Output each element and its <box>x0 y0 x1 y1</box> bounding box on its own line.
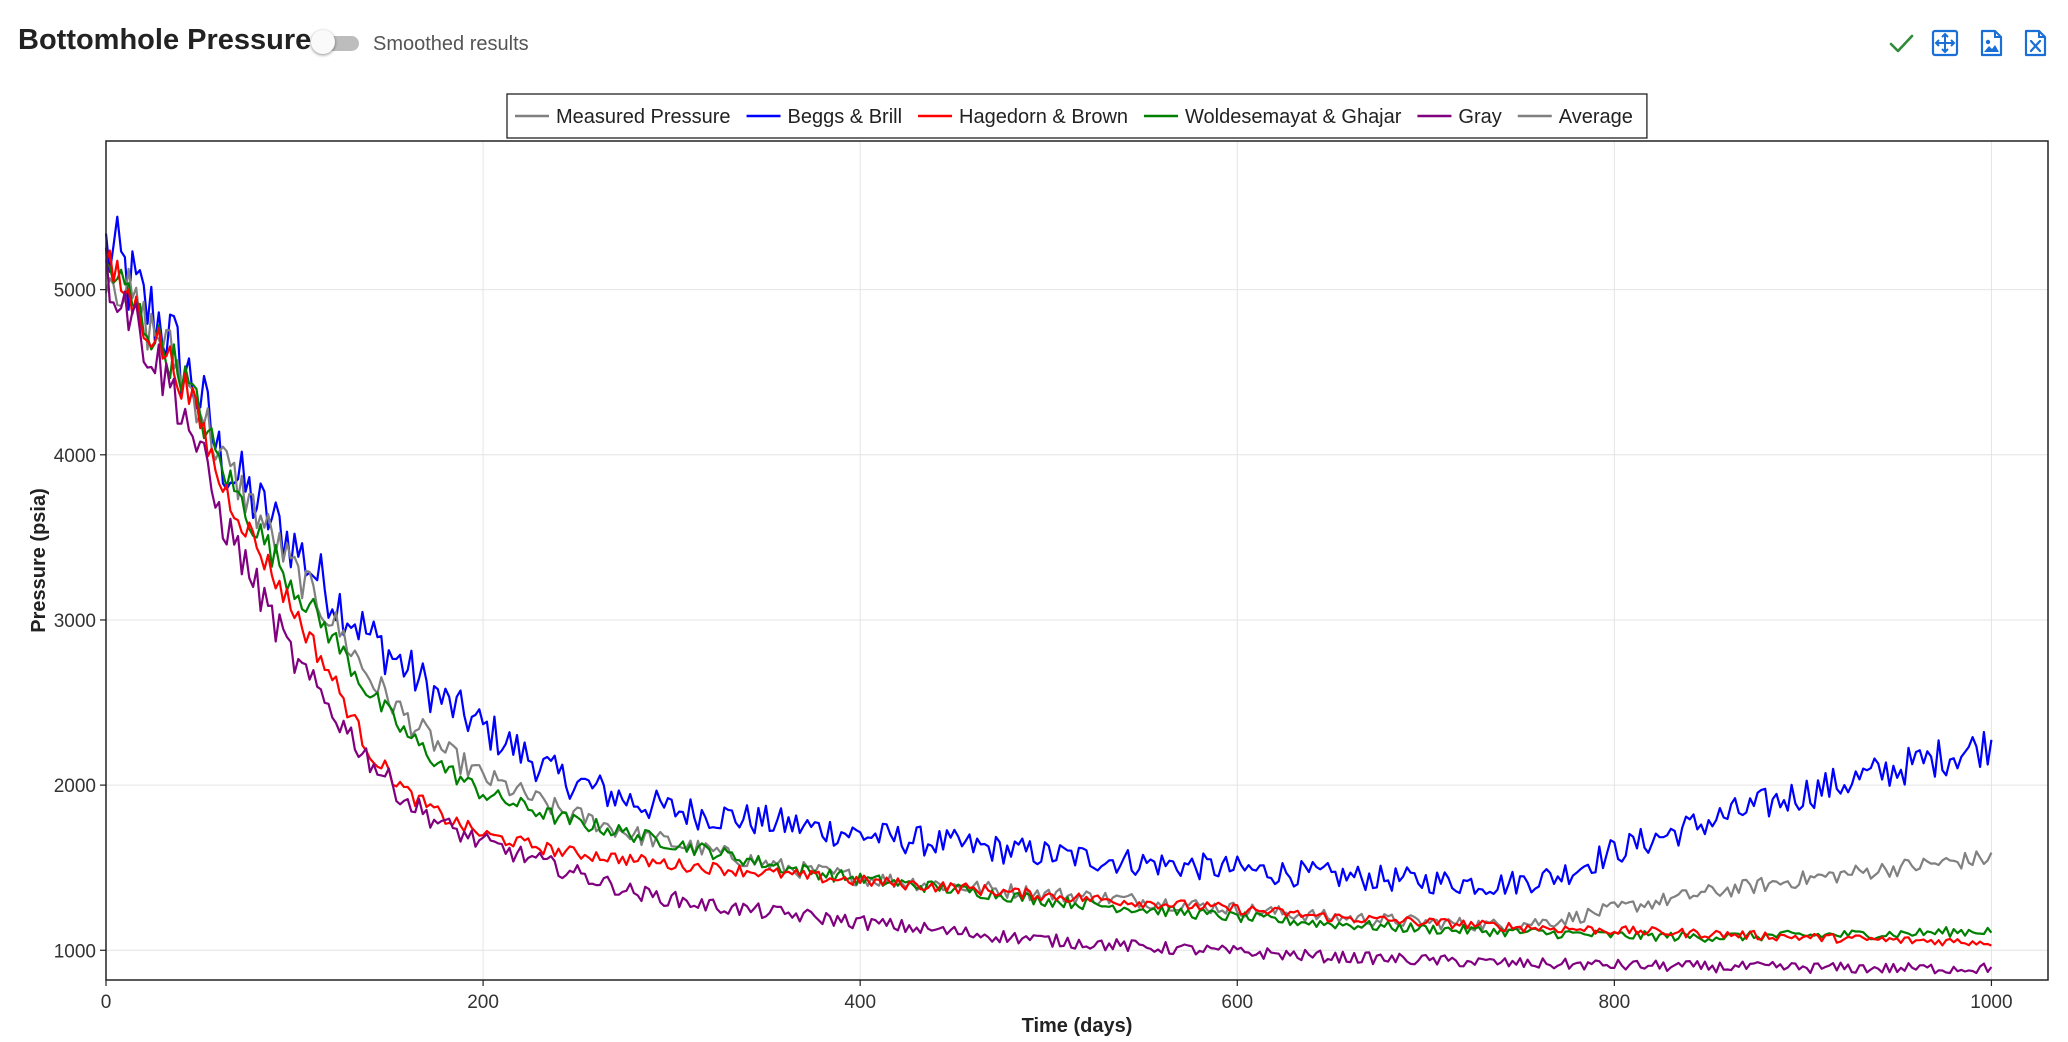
plot-frame <box>105 140 2049 981</box>
legend-item-woldesemayat-ghajar[interactable]: Woldesemayat & Ghajar <box>1144 106 1402 128</box>
y-axis-ticks: 1000 2000 3000 4000 5000 <box>54 281 106 962</box>
legend-label: Hagedorn & Brown <box>959 106 1128 128</box>
y-tick-label: 4000 <box>54 446 96 467</box>
fit-view-icon[interactable] <box>1930 28 1960 58</box>
image-export-icon[interactable] <box>1976 28 2006 58</box>
legend-item-measured-pressure[interactable]: Measured Pressure <box>515 106 731 128</box>
x-axis-title: Time (days) <box>1022 1015 1133 1037</box>
y-tick-label: 3000 <box>54 611 96 632</box>
page-title: Bottomhole Pressure <box>18 24 312 56</box>
y-axis-title: Pressure (psia) <box>28 488 50 633</box>
series-line-beggs-brill[interactable] <box>104 215 1993 896</box>
smoothed-results-label: Smoothed results <box>373 33 529 55</box>
legend-label: Measured Pressure <box>556 106 731 128</box>
legend-label: Beggs & Brill <box>788 106 903 128</box>
x-tick-label: 0 <box>101 992 112 1013</box>
legend-item-beggs-brill[interactable]: Beggs & Brill <box>746 106 903 128</box>
chart-area: 0 200 400 600 800 1000 1000 2000 3000 4000 5000 T… <box>0 86 2068 1042</box>
series-line-woldesemayat-ghajar[interactable] <box>105 261 1993 943</box>
legend-label: Woldesemayat & Ghajar <box>1185 106 1402 128</box>
series-line-gray[interactable] <box>104 247 1993 975</box>
smoothed-results-toggle[interactable] <box>311 30 361 54</box>
checkmark-icon[interactable] <box>1886 28 1916 58</box>
x-tick-label: 1000 <box>1970 992 2012 1013</box>
y-tick-label: 2000 <box>54 776 96 797</box>
bottomhole-pressure-chart: 0 200 400 600 800 1000 1000 2000 3000 4000 5000 T… <box>28 93 2049 1037</box>
legend-item-gray[interactable]: Gray <box>1417 106 1502 128</box>
series-line-hagedorn-brown[interactable] <box>104 249 1992 947</box>
toggle-knob <box>311 30 335 54</box>
legend-item-hagedorn-brown[interactable]: Hagedorn & Brown <box>918 106 1128 128</box>
y-tick-label: 1000 <box>54 941 96 962</box>
x-tick-label: 800 <box>1598 992 1630 1013</box>
x-tick-label: 600 <box>1221 992 1253 1013</box>
legend-label: Average <box>1559 106 1633 128</box>
series-line-average[interactable] <box>104 267 1993 933</box>
y-tick-label: 5000 <box>54 281 96 302</box>
chart-header: Bottomhole Pressure Smoothed results <box>0 0 2068 86</box>
x-axis-ticks: 0 200 400 600 800 1000 <box>101 980 2013 1013</box>
legend: Measured Pressure Beggs & Brill Hagedorn &… <box>506 93 1648 139</box>
x-tick-label: 200 <box>467 992 499 1013</box>
grid-lines <box>105 141 2048 980</box>
x-tick-label: 400 <box>844 992 876 1013</box>
series-layer <box>104 215 1993 975</box>
excel-export-icon[interactable] <box>2020 28 2050 58</box>
legend-label: Gray <box>1458 106 1501 128</box>
legend-box <box>506 93 1648 139</box>
legend-item-average[interactable]: Average <box>1517 106 1633 128</box>
